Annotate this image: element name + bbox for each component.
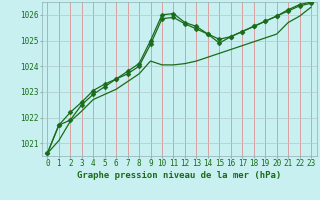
X-axis label: Graphe pression niveau de la mer (hPa): Graphe pression niveau de la mer (hPa) [77,171,281,180]
